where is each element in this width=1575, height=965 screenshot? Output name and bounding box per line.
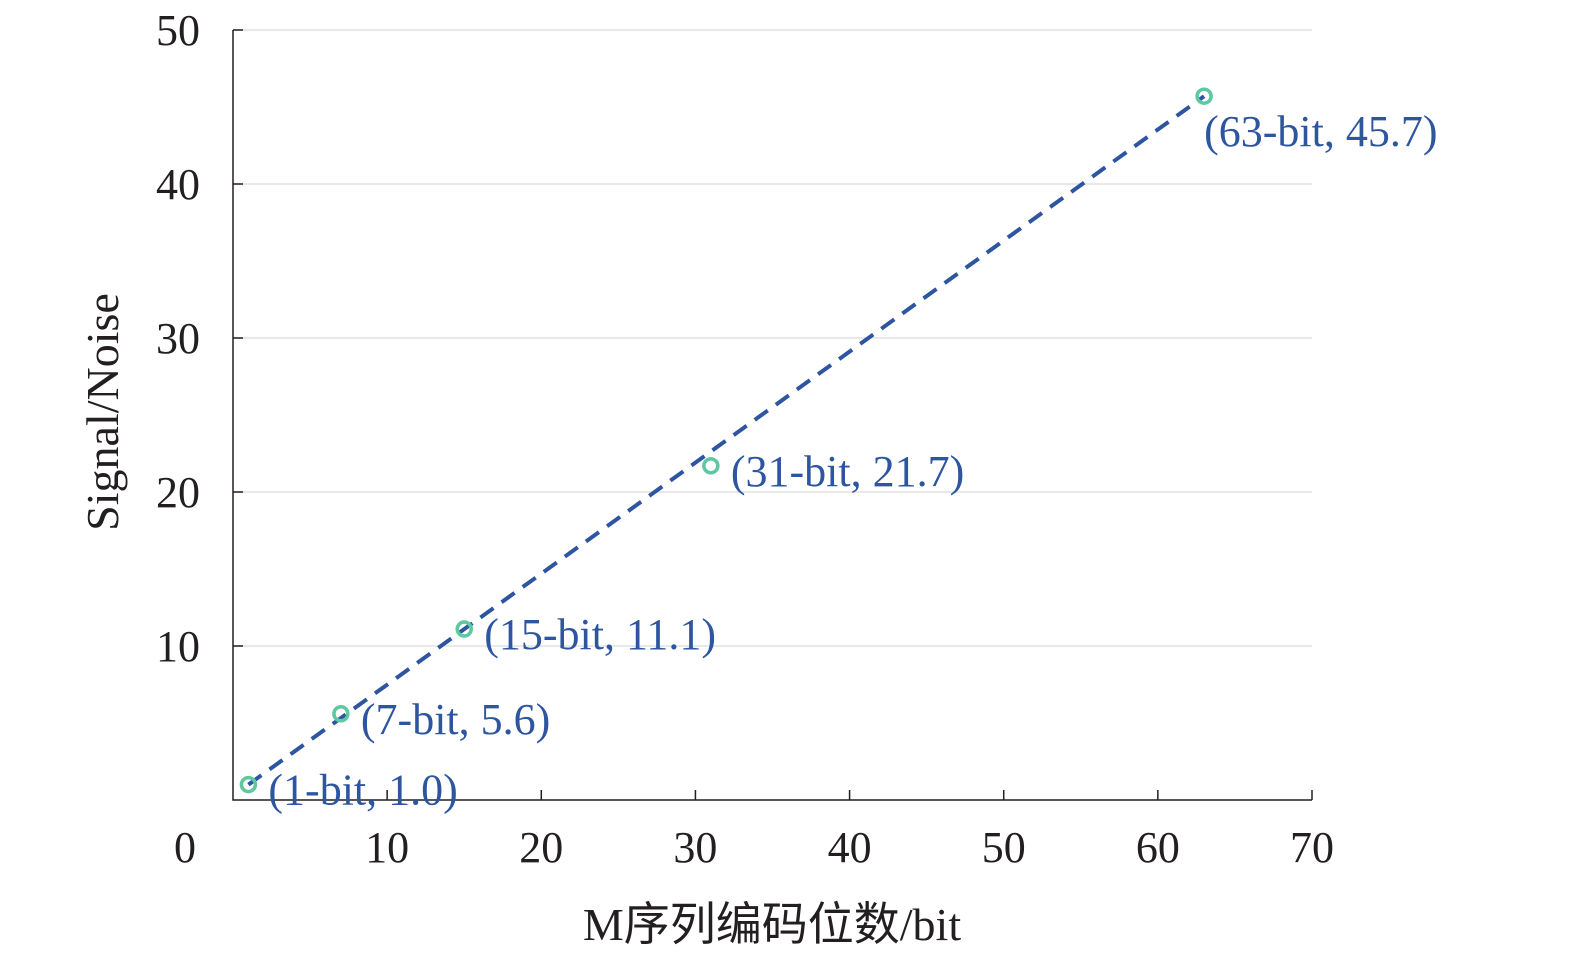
point-label-2: (15-bit, 11.1) xyxy=(484,610,716,659)
y-tick-label-0: 10 xyxy=(156,622,200,671)
data-point-1 xyxy=(332,705,350,723)
point-label-3: (31-bit, 21.7) xyxy=(731,447,964,496)
x-tick-label-0: 0 xyxy=(174,823,196,872)
x-tick-label-3: 30 xyxy=(673,823,717,872)
x-tick-label-2: 20 xyxy=(519,823,563,872)
data-point-0 xyxy=(239,775,258,794)
y-tick-labels: 10 20 30 40 50 xyxy=(156,6,200,671)
data-point-3 xyxy=(702,457,720,475)
point-labels: (1-bit, 1.0) (7-bit, 5.6) (15-bit, 11.1) (3… xyxy=(268,107,1437,814)
y-tick-label-1: 20 xyxy=(156,468,200,517)
x-axis-title: M序列编码位数/bit xyxy=(583,899,961,950)
point-label-0: (1-bit, 1.0) xyxy=(268,766,457,815)
grid-lines xyxy=(233,29,1312,647)
y-tick-label-4: 50 xyxy=(156,6,200,55)
data-point-4 xyxy=(1195,87,1213,105)
x-tick-label-7: 70 xyxy=(1290,823,1334,872)
x-tick-label-4: 40 xyxy=(828,823,872,872)
point-label-4: (63-bit, 45.7) xyxy=(1204,107,1437,156)
y-tick-label-3: 40 xyxy=(156,160,200,209)
y-tick-label-2: 30 xyxy=(156,314,200,363)
data-point-2 xyxy=(455,620,473,638)
point-label-1: (7-bit, 5.6) xyxy=(361,695,550,744)
tick-marks xyxy=(233,29,1313,800)
x-tick-label-1: 10 xyxy=(365,823,409,872)
fit-line xyxy=(247,94,1206,787)
axes-frame xyxy=(232,30,1312,801)
x-tick-labels: 0 10 20 30 40 50 60 70 xyxy=(174,823,1334,872)
y-axis-title: Signal/Noise xyxy=(77,293,128,531)
x-tick-label-5: 50 xyxy=(982,823,1026,872)
x-tick-label-6: 60 xyxy=(1136,823,1180,872)
data-markers xyxy=(239,87,1213,794)
